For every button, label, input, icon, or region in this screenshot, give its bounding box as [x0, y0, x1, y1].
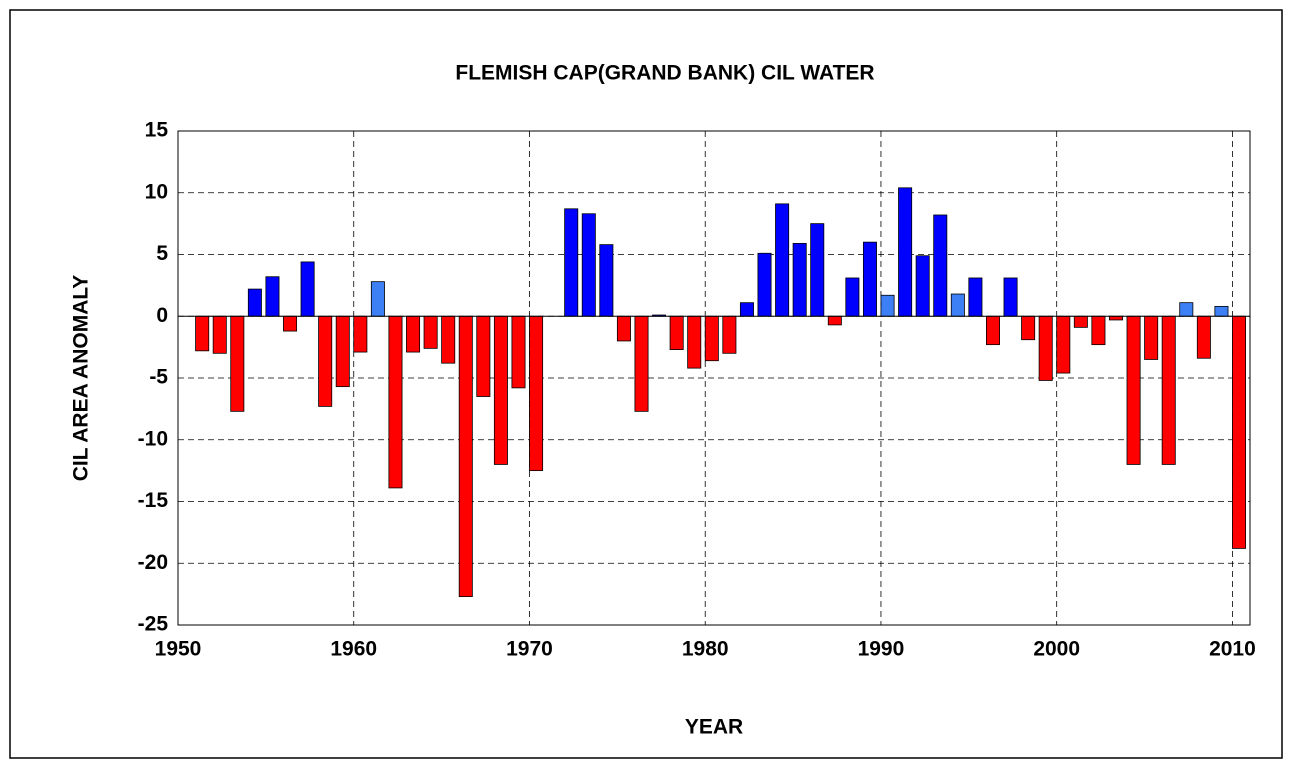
y-tick-label: -25: [138, 613, 169, 636]
bar: [1214, 305, 1229, 317]
bar: [1144, 315, 1159, 360]
bar: [845, 277, 860, 317]
bar: [1091, 315, 1106, 346]
bar: [1161, 315, 1176, 465]
bar: [1073, 315, 1088, 328]
x-tick-label: 1950: [155, 638, 202, 661]
x-tick-label: 1980: [682, 638, 729, 661]
bar: [1196, 315, 1211, 359]
bar: [1003, 277, 1018, 317]
y-tick-label: -5: [149, 366, 168, 389]
bar: [353, 315, 368, 353]
bar: [1232, 315, 1247, 549]
y-tick-label: 5: [156, 242, 168, 265]
y-tick-label: -10: [138, 427, 168, 450]
bar: [810, 223, 825, 317]
bar: [265, 276, 280, 317]
bar: [476, 315, 491, 397]
bar: [458, 315, 473, 597]
bar: [616, 315, 631, 342]
bar: [1109, 315, 1123, 321]
bar: [880, 294, 895, 317]
x-tick-label: 2000: [1033, 638, 1080, 661]
bar: [406, 315, 421, 353]
bar: [493, 315, 508, 465]
chart-title: FLEMISH CAP(GRAND BANK) CIL WATER: [455, 62, 874, 85]
bar: [247, 288, 262, 317]
bar: [441, 315, 456, 364]
bar: [511, 315, 526, 389]
y-tick-label: -20: [138, 551, 168, 574]
bar: [388, 315, 403, 489]
bar: [300, 261, 315, 317]
x-tick-label: 2010: [1209, 638, 1256, 661]
bar: [564, 208, 579, 317]
bar: [335, 315, 350, 388]
bar: [933, 214, 948, 317]
x-tick-label: 1990: [858, 638, 905, 661]
y-tick-label: -15: [138, 489, 169, 512]
bar: [634, 315, 649, 412]
bar: [792, 242, 807, 317]
bar: [1126, 315, 1141, 465]
bar: [1056, 315, 1071, 374]
bar: [739, 302, 754, 317]
bar: [599, 244, 614, 317]
bar: [722, 315, 737, 354]
bar: [757, 252, 772, 317]
x-tick-label: 1970: [506, 638, 553, 661]
bar: [230, 315, 245, 412]
bar: [669, 315, 684, 350]
bar: [1038, 315, 1053, 381]
bar: [687, 315, 702, 369]
bar: [529, 315, 544, 472]
bar: [1179, 302, 1194, 317]
bar: [283, 315, 298, 332]
y-tick-label: 10: [145, 180, 168, 203]
bar: [212, 315, 227, 354]
bar: [704, 315, 719, 362]
y-tick-label: 15: [145, 119, 169, 142]
bar: [370, 281, 385, 317]
bar: [318, 315, 333, 407]
y-axis-label: CIL AREA ANOMALY: [70, 275, 93, 482]
x-axis-label: YEAR: [685, 716, 743, 739]
bar: [862, 241, 877, 317]
bar: [827, 315, 842, 326]
bar: [195, 315, 210, 352]
bar: [775, 203, 790, 317]
bar: [968, 277, 983, 317]
bar: [581, 213, 596, 317]
bar: [915, 255, 930, 317]
bar: [1021, 315, 1036, 341]
bar: [898, 187, 913, 317]
bar: [985, 315, 1000, 346]
y-tick-label: 0: [156, 304, 168, 327]
bar: [423, 315, 438, 349]
bar: [950, 293, 965, 317]
x-tick-label: 1960: [330, 638, 377, 661]
